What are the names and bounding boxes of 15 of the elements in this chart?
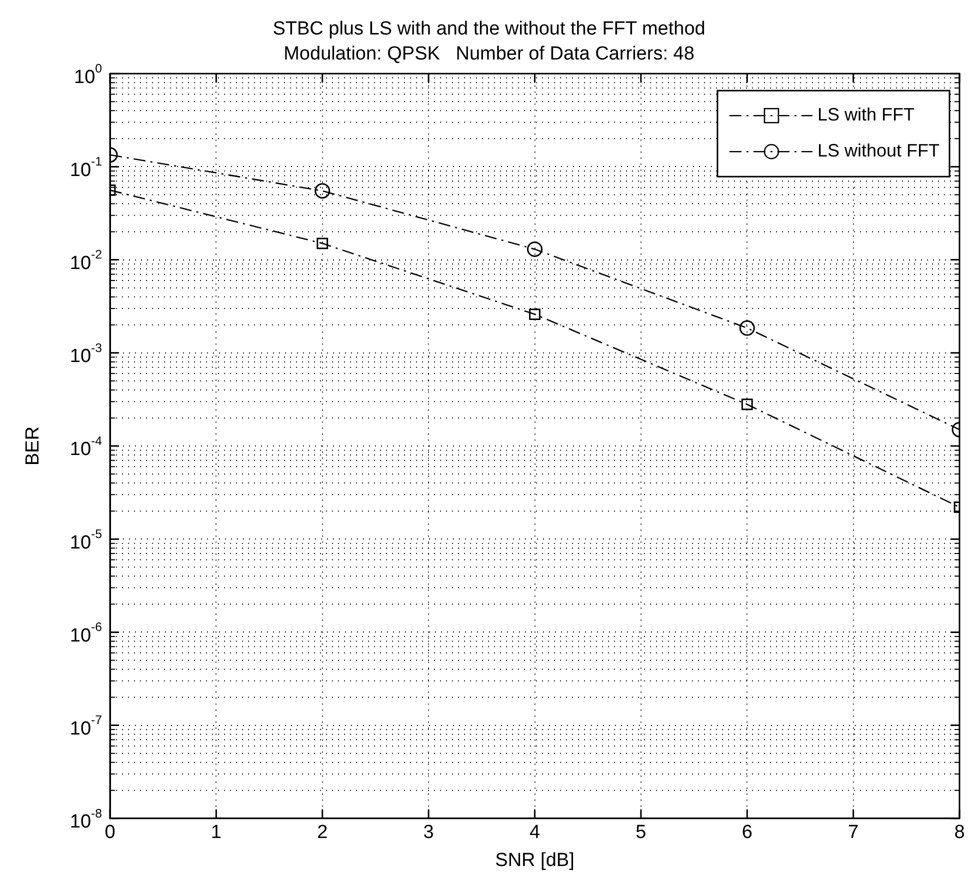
x-tick-label: 2 [317,822,328,844]
x-tick-label: 6 [742,822,752,844]
x-tick-label: 4 [529,822,540,844]
x-tick-label: 3 [423,822,434,844]
x-tick-label: 7 [848,822,859,844]
x-tick-label: 5 [636,822,646,844]
chart-subtitle: Modulation: QPSK Number of Data Carriers: 48 [284,43,694,64]
chart-title: STBC plus LS with and the without the FFT method [272,18,706,40]
x-tick-label: 8 [954,822,965,844]
legend-label: LS with FFT [817,104,914,125]
legend-label: LS without FFT [817,140,940,161]
x-tick-label: 1 [210,822,222,844]
x-tick-label: 0 [104,822,116,844]
x-axis-title: SNR [dB] [495,850,574,871]
y-axis-title: BER [22,426,44,466]
